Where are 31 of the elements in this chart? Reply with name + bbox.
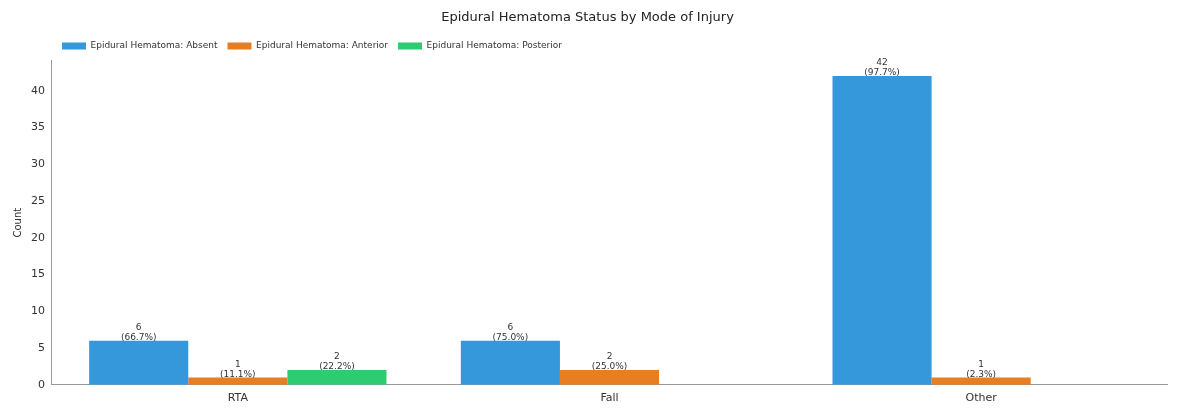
y-tick-label: 30 — [31, 157, 45, 171]
x-tick-label: Fall — [600, 391, 619, 405]
bar — [832, 76, 932, 385]
y-tick-label: 25 — [31, 193, 45, 207]
bar — [89, 340, 189, 385]
chart-title: Epidural Hematoma Status by Mode of Injury — [441, 9, 735, 25]
legend-label: Epidural Hematoma: Absent — [90, 40, 218, 51]
x-tick-label: RTA — [227, 391, 249, 405]
y-tick-label: 35 — [31, 120, 45, 134]
data-label: 6 (75.0%) — [492, 322, 529, 343]
data-label: 2 (22.2%) — [319, 351, 355, 372]
legend-label: Epidural Hematoma: Posterior — [426, 40, 563, 51]
data-label: 1 (11.1%) — [220, 358, 256, 379]
y-tick-label: 15 — [31, 267, 45, 281]
data-label: 6 (66.7%) — [120, 322, 157, 343]
y-tick-label: 40 — [31, 83, 45, 97]
bar — [287, 370, 387, 385]
y-tick-label: 10 — [31, 304, 45, 318]
data-label: 1 (2.3%) — [966, 358, 997, 379]
legend-label: Epidural Hematoma: Anterior — [256, 40, 389, 51]
bar — [931, 377, 1031, 385]
bar — [460, 340, 560, 385]
data-label: 2 (25.0%) — [591, 351, 628, 372]
y-tick-label: 20 — [31, 230, 45, 244]
y-tick-label: 0 — [38, 377, 45, 391]
x-tick-label: Other — [965, 391, 998, 405]
y-tick-label: 5 — [38, 340, 45, 354]
bar — [559, 370, 660, 385]
bar — [188, 377, 288, 385]
y-axis-title: Count — [11, 207, 23, 238]
data-label: 42 (97.7%) — [864, 57, 900, 78]
